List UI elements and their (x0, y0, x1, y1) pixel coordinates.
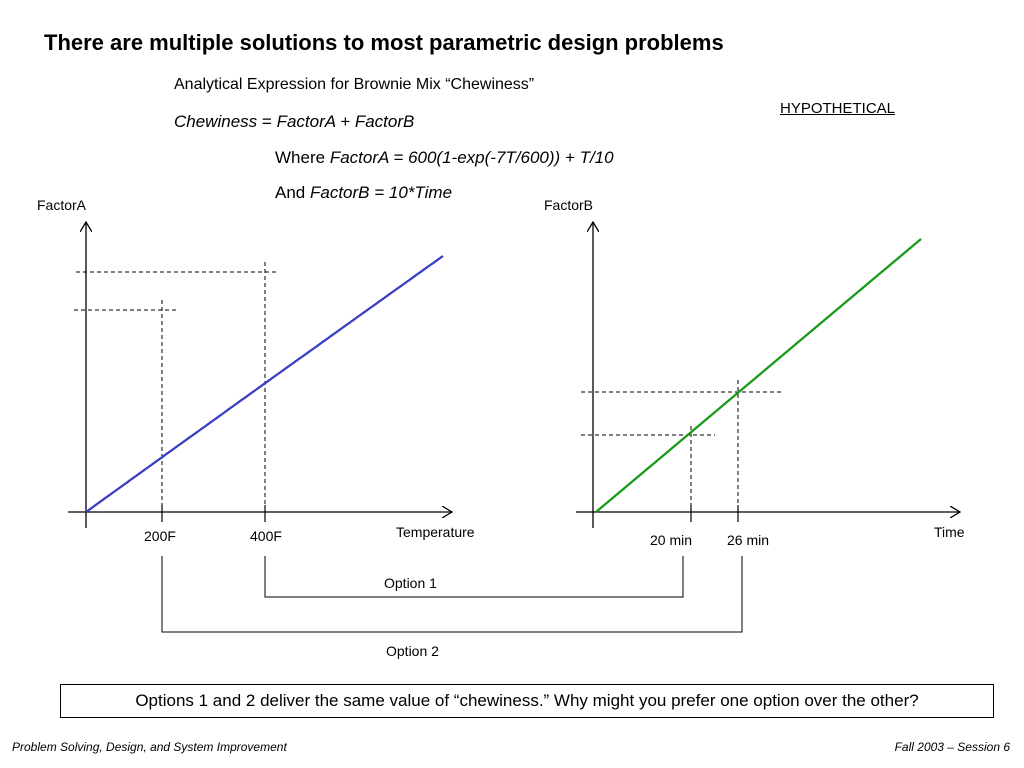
option-2-label: Option 2 (386, 643, 439, 659)
factor-b-line (595, 238, 922, 513)
tick-label-200f: 200F (144, 528, 176, 544)
factor-a-equation: Where FactorA = 600(1-exp(-7T/600)) + T/… (275, 148, 614, 168)
equation-operator: = (261, 112, 272, 131)
time-axis-label: Time (934, 524, 965, 540)
factor-b-plot (576, 222, 960, 528)
footer-course-title: Problem Solving, Design, and System Impr… (12, 740, 287, 754)
tick-label-400f: 400F (250, 528, 282, 544)
factor-b-lead: And (275, 183, 306, 202)
factor-a-expression: FactorA = 600(1-exp(-7T/600)) + T/10 (329, 148, 614, 167)
factor-a-axis-label: FactorA (37, 197, 87, 213)
discussion-question-box: Options 1 and 2 deliver the same value o… (60, 684, 994, 718)
equation-rhs: FactorA + FactorB (276, 112, 415, 131)
factor-b-equation: And FactorB = 10*Time (275, 183, 452, 203)
option-1-label: Option 1 (384, 575, 437, 591)
slide-subtitle: Analytical Expression for Brownie Mix “C… (174, 76, 535, 93)
slide-title: There are multiple solutions to most par… (44, 30, 724, 55)
option-2-connector (161, 556, 743, 633)
factor-b-expression: FactorB = 10*Time (309, 183, 453, 202)
discussion-question-text: Options 1 and 2 deliver the same value o… (135, 691, 919, 710)
factor-a-plot (68, 222, 452, 528)
chewiness-equation: Chewiness = FactorA + FactorB (174, 112, 414, 132)
option-1-connector (264, 556, 684, 598)
tick-label-20-min: 20 min (650, 532, 692, 548)
factor-a-lead: Where (275, 148, 326, 167)
footer-session: Fall 2003 – Session 6 (894, 740, 1010, 754)
factor-a-curve (85, 255, 444, 513)
temperature-axis-label: Temperature (396, 524, 475, 540)
hypothetical-label: HYPOTHETICAL (780, 100, 896, 117)
factor-b-axis-label: FactorB (544, 197, 593, 213)
equation-lhs: Chewiness (174, 112, 258, 131)
tick-label-26-min: 26 min (727, 532, 769, 548)
